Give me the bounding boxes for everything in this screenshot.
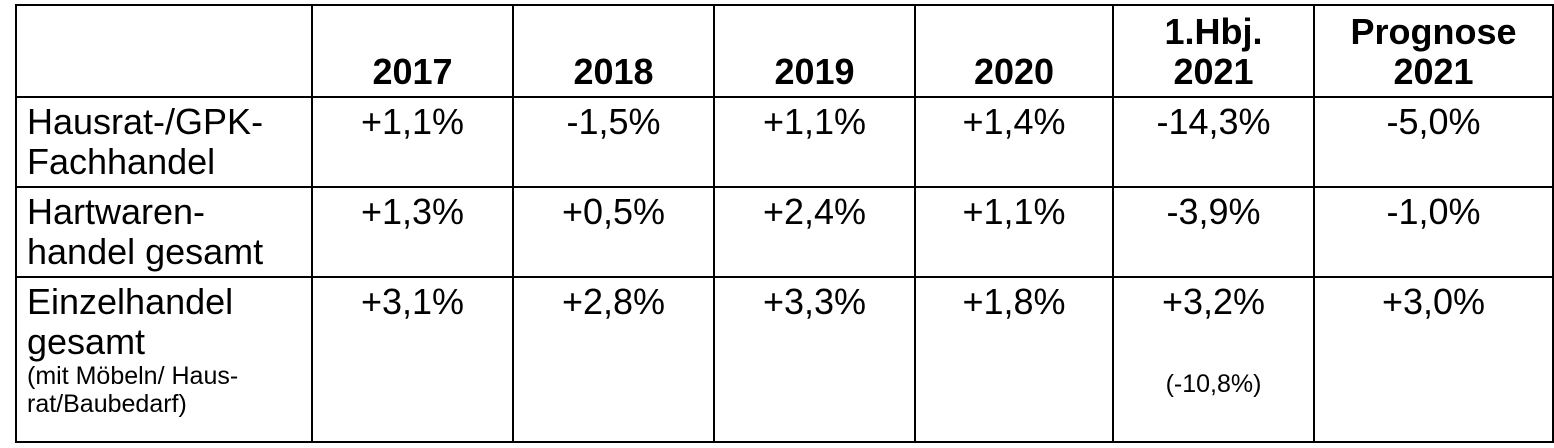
header-row: 2017 2018 2019 2020 1.Hbj. 2021 Prognose…: [15, 4, 1554, 98]
table-row: Hausrat-/GPK- Fachhandel +1,1% -1,5% +1,…: [15, 96, 1554, 188]
table-cell: +1,4%: [914, 96, 1114, 188]
table-row: Hartwaren- handel gesamt +1,3% +0,5% +2,…: [15, 186, 1554, 278]
row-label-note: rat/Baubedarf): [27, 390, 187, 418]
row-label-hartwaren: Hartwaren- handel gesamt: [15, 186, 313, 278]
table-cell: +3,3%: [713, 276, 916, 443]
table-cell: +2,8%: [512, 276, 715, 443]
header-h1-2021: 1.Hbj. 2021: [1112, 4, 1315, 98]
header-2018: 2018: [512, 4, 715, 98]
table-cell: +1,1%: [914, 186, 1114, 278]
table-cell: +1,1%: [713, 96, 916, 188]
table-cell: +1,3%: [311, 186, 514, 278]
header-2019: 2019: [713, 4, 916, 98]
table-cell: +3,2% (-10,8%): [1112, 276, 1315, 443]
table-cell: +3,0%: [1313, 276, 1554, 443]
cell-note: (-10,8%): [1165, 370, 1262, 398]
header-2020: 2020: [914, 4, 1114, 98]
table-cell: -3,9%: [1112, 186, 1315, 278]
header-2017: 2017: [311, 4, 514, 98]
growth-table: 2017 2018 2019 2020 1.Hbj. 2021 Prognose…: [15, 4, 1554, 443]
row-label-hausrat: Hausrat-/GPK- Fachhandel: [15, 96, 313, 188]
table-cell: +1,1%: [311, 96, 514, 188]
table-cell: +1,8%: [914, 276, 1114, 443]
table-cell: -14,3%: [1112, 96, 1315, 188]
row-label-note: (mit Möbeln/ Haus-: [27, 362, 239, 390]
header-empty-cell: [15, 4, 313, 98]
table-cell: +0,5%: [512, 186, 715, 278]
row-label-einzelhandel: Einzelhandel gesamt (mit Möbeln/ Haus- r…: [15, 276, 313, 443]
table-cell: -1,5%: [512, 96, 715, 188]
table-cell: +2,4%: [713, 186, 916, 278]
table-row: Einzelhandel gesamt (mit Möbeln/ Haus- r…: [15, 276, 1554, 443]
header-prognose-2021: Prognose 2021: [1313, 4, 1554, 98]
table-cell: -5,0%: [1313, 96, 1554, 188]
table-cell: -1,0%: [1313, 186, 1554, 278]
table-cell: +3,1%: [311, 276, 514, 443]
